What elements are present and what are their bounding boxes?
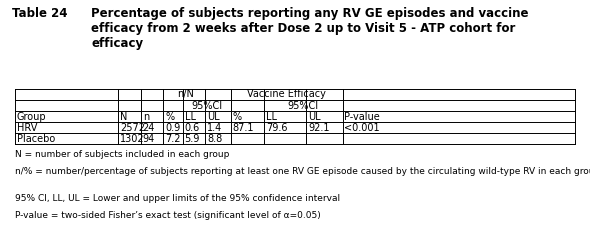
Text: Percentage of subjects reporting any RV GE episodes and vaccine
efficacy from 2 : Percentage of subjects reporting any RV … [91,7,529,50]
Text: UL: UL [308,112,320,122]
Text: n: n [143,112,149,122]
Text: 0.6: 0.6 [185,123,200,133]
Text: LL: LL [266,112,277,122]
Text: 8.8: 8.8 [207,134,222,144]
Text: N: N [120,112,127,122]
Text: 7.2: 7.2 [165,134,181,144]
Text: n/N: n/N [177,89,194,100]
Text: Group: Group [17,112,46,122]
Text: <0.001: <0.001 [345,123,380,133]
Text: 95%CI: 95%CI [288,100,319,111]
Text: LL: LL [185,112,196,122]
Text: 1302: 1302 [120,134,145,144]
Text: 92.1: 92.1 [308,123,329,133]
Text: 1.4: 1.4 [207,123,222,133]
Text: 2572: 2572 [120,123,145,133]
Text: 95% CI, LL, UL = Lower and upper limits of the 95% confidence interval: 95% CI, LL, UL = Lower and upper limits … [15,194,340,203]
Text: 5.9: 5.9 [185,134,200,144]
Text: Table 24: Table 24 [12,7,67,20]
Text: 95%CI: 95%CI [191,100,222,111]
Text: %: % [165,112,174,122]
Text: P-value: P-value [345,112,380,122]
Text: Placebo: Placebo [17,134,55,144]
Text: UL: UL [207,112,219,122]
Text: N = number of subjects included in each group: N = number of subjects included in each … [15,150,229,159]
Text: Vaccine Efficacy: Vaccine Efficacy [247,89,326,100]
Text: n/% = number/percentage of subjects reporting at least one RV GE episode caused : n/% = number/percentage of subjects repo… [15,167,590,176]
Text: 24: 24 [143,123,155,133]
Text: P-value = two-sided Fisher’s exact test (significant level of α=0.05): P-value = two-sided Fisher’s exact test … [15,211,320,220]
Text: 94: 94 [143,134,155,144]
Text: %: % [232,112,241,122]
Text: 79.6: 79.6 [266,123,287,133]
Text: HRV: HRV [17,123,37,133]
Text: 87.1: 87.1 [232,123,254,133]
Text: 0.9: 0.9 [165,123,181,133]
